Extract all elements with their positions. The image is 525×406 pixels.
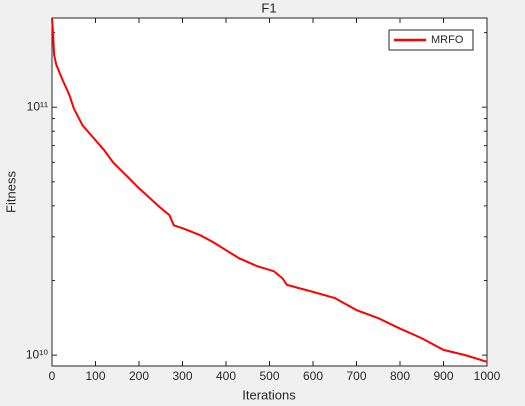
x-tick-label: 1000 — [474, 369, 501, 383]
x-tick-label: 500 — [259, 369, 279, 383]
chart-title: F1 — [261, 0, 276, 15]
line — [51, 18, 488, 363]
x-tick-label: 400 — [216, 369, 236, 383]
x-axis-label: Iterations — [242, 387, 296, 402]
axes-box — [51, 17, 488, 367]
y-tick-label: 10¹¹ — [27, 99, 48, 113]
x-tick-label: 800 — [390, 369, 410, 383]
legend-box — [388, 29, 474, 51]
x-tick-label: 0 — [49, 369, 56, 383]
x-tick-label: 900 — [433, 369, 453, 383]
x-tick-label: 200 — [129, 369, 149, 383]
x-tick-label: 100 — [85, 369, 105, 383]
legend-label: MRFO — [431, 34, 464, 46]
y-tick-label: 10¹⁰ — [26, 347, 48, 361]
plot-area — [52, 18, 487, 366]
y-axis-label: Fitness — [3, 171, 18, 213]
x-tick-label: 600 — [303, 369, 323, 383]
x-tick-label: 300 — [172, 369, 192, 383]
x-tick-label: 700 — [346, 369, 366, 383]
